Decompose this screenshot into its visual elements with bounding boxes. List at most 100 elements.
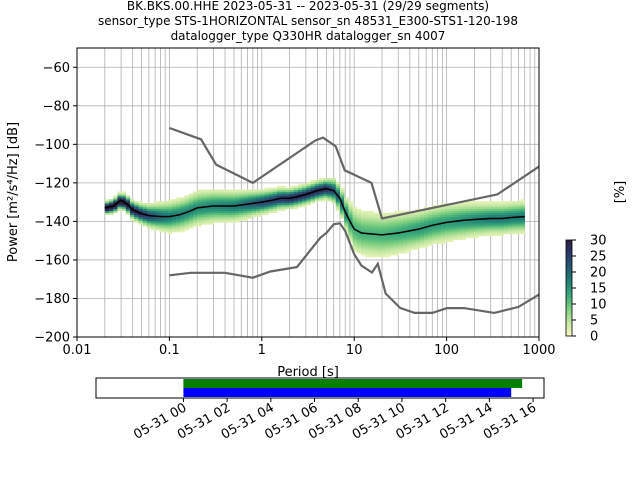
pdf-cell	[125, 201, 131, 204]
pdf-cell	[323, 193, 328, 196]
pdf-cell	[188, 226, 194, 229]
pdf-cell	[159, 206, 164, 210]
pdf-cell	[495, 208, 500, 212]
pdf-cell	[285, 201, 290, 204]
pdf-cell	[365, 226, 370, 229]
pdf-cell	[171, 212, 177, 215]
pdf-cell	[171, 210, 177, 214]
pdf-cell	[444, 205, 450, 208]
pdf-cell	[239, 210, 244, 214]
y-tick-label: −140	[34, 215, 70, 230]
pdf-cell	[377, 241, 383, 244]
pdf-cell	[230, 212, 236, 215]
pdf-cell	[209, 191, 215, 194]
pdf-cell	[197, 199, 202, 202]
pdf-cell	[159, 226, 164, 229]
pdf-cell	[201, 193, 206, 196]
pdf-cell	[218, 212, 223, 215]
pdf-cell	[415, 224, 421, 227]
pdf-cell	[247, 193, 253, 196]
pdf-cell	[520, 220, 525, 223]
pdf-cell	[407, 239, 412, 242]
y-tick-label: −60	[43, 61, 70, 76]
pdf-cell	[260, 189, 265, 192]
pdf-cell	[491, 212, 496, 215]
pdf-cell	[411, 226, 416, 229]
pdf-cell	[402, 222, 408, 225]
pdf-cell	[449, 224, 454, 227]
pdf-cell	[381, 218, 387, 221]
pdf-cell	[461, 226, 467, 229]
pdf-cell	[486, 222, 492, 225]
pdf-cell	[171, 208, 177, 212]
pdf-cell	[377, 243, 383, 246]
pdf-cell	[151, 228, 156, 231]
pdf-cell	[461, 208, 467, 212]
pdf-cell	[348, 233, 353, 237]
pdf-cell	[264, 195, 269, 198]
pdf-cell	[457, 210, 463, 214]
pdf-cell	[365, 247, 370, 250]
pdf-cell	[222, 210, 227, 214]
pdf-cell	[155, 203, 160, 206]
pdf-cell	[121, 205, 127, 208]
pdf-cell	[444, 230, 450, 233]
pdf-cell	[255, 191, 261, 194]
pdf-cell	[213, 212, 219, 215]
pdf-cell	[138, 201, 143, 204]
pdf-cell	[306, 189, 311, 192]
pdf-cell	[289, 206, 295, 210]
pdf-cell	[360, 214, 366, 217]
pdf-cell	[507, 231, 513, 235]
pdf-cell	[507, 205, 513, 208]
pdf-cell	[218, 201, 223, 204]
pdf-cell	[360, 251, 366, 254]
pdf-cell	[205, 216, 211, 219]
pdf-cell	[512, 228, 517, 231]
pdf-cell	[323, 199, 328, 202]
pdf-cell	[520, 228, 525, 231]
pdf-cell	[373, 249, 379, 252]
pdf-cell	[407, 224, 412, 227]
y-tick-label: −120	[34, 176, 70, 191]
pdf-cell	[260, 205, 265, 208]
pdf-cell	[184, 226, 190, 229]
pdf-cell	[474, 222, 479, 225]
pdf-cell	[264, 212, 269, 215]
pdf-cell	[117, 206, 122, 210]
pdf-cell	[415, 233, 421, 237]
pdf-cell	[117, 201, 122, 204]
pdf-cell	[192, 210, 198, 214]
pdf-cell	[255, 189, 261, 192]
pdf-cell	[109, 212, 114, 215]
pdf-cell	[444, 218, 450, 221]
pdf-cell	[415, 216, 421, 219]
pdf-cell	[255, 210, 261, 214]
pdf-cell	[440, 206, 446, 210]
pdf-cell	[251, 193, 257, 196]
pdf-cell	[394, 230, 400, 233]
pdf-cell	[461, 233, 467, 237]
pdf-cell	[109, 201, 114, 204]
pdf-cell	[423, 220, 429, 223]
pdf-cell	[411, 230, 416, 233]
pdf-cell	[297, 189, 303, 192]
pdf-cell	[209, 218, 215, 221]
pdf-cell	[369, 230, 374, 233]
pdf-cell	[499, 224, 504, 227]
pdf-cell	[151, 205, 156, 208]
pdf-cell	[407, 241, 412, 244]
pdf-cell	[339, 195, 345, 198]
pdf-cell	[113, 206, 118, 210]
pdf-cell	[465, 228, 471, 231]
pdf-cell	[474, 208, 479, 212]
pdf-cell	[402, 251, 408, 254]
pdf-cell	[432, 214, 437, 217]
pdf-cell	[394, 222, 400, 225]
pdf-cell	[155, 222, 160, 225]
pdf-cell	[369, 255, 374, 258]
pdf-cell	[373, 231, 379, 235]
pdf-cell	[495, 226, 500, 229]
pdf-cell	[428, 233, 433, 237]
